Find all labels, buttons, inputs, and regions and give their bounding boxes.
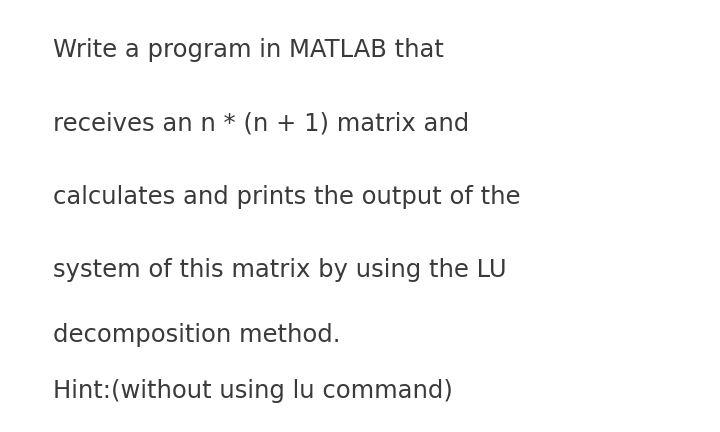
Text: system of this matrix by using the LU: system of this matrix by using the LU xyxy=(53,258,506,282)
Text: receives an n * (n + 1) matrix and: receives an n * (n + 1) matrix and xyxy=(53,111,469,135)
Text: Hint:(without using lu command): Hint:(without using lu command) xyxy=(53,379,452,403)
Text: decomposition method.: decomposition method. xyxy=(53,323,340,347)
Text: Write a program in MATLAB that: Write a program in MATLAB that xyxy=(53,38,444,62)
Text: calculates and prints the output of the: calculates and prints the output of the xyxy=(53,184,520,209)
